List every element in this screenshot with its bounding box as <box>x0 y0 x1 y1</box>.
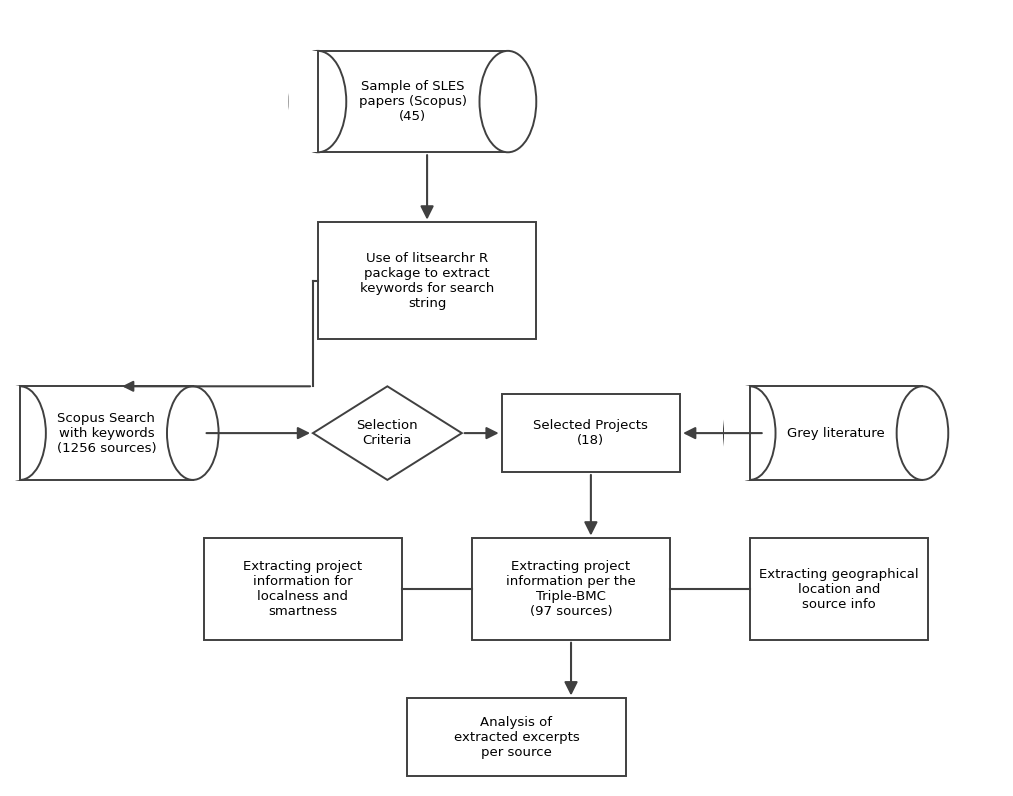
Text: Analysis of
extracted excerpts
per source: Analysis of extracted excerpts per sourc… <box>454 716 579 759</box>
Text: Use of litsearchr R
package to extract
keywords for search
string: Use of litsearchr R package to extract k… <box>360 252 494 310</box>
Bar <box>318 222 536 339</box>
Ellipse shape <box>479 51 536 152</box>
Bar <box>472 538 671 640</box>
Text: Selection
Criteria: Selection Criteria <box>357 419 418 447</box>
Bar <box>290 51 318 152</box>
Polygon shape <box>313 386 462 480</box>
Ellipse shape <box>290 51 346 152</box>
Ellipse shape <box>167 386 219 480</box>
Bar <box>0 386 20 480</box>
Text: Extracting geographical
location and
source info: Extracting geographical location and sou… <box>760 568 919 611</box>
Bar <box>750 538 928 640</box>
Bar <box>20 386 192 480</box>
Ellipse shape <box>724 386 776 480</box>
Text: Extracting project
information for
localness and
smartness: Extracting project information for local… <box>243 560 363 618</box>
Bar <box>318 51 508 152</box>
Text: Scopus Search
with keywords
(1256 sources): Scopus Search with keywords (1256 source… <box>57 412 156 455</box>
Text: Sample of SLES
papers (Scopus)
(45): Sample of SLES papers (Scopus) (45) <box>359 80 467 123</box>
Bar <box>501 394 681 472</box>
Ellipse shape <box>0 386 46 480</box>
Bar <box>407 698 626 776</box>
Bar <box>724 386 750 480</box>
Bar <box>204 538 402 640</box>
Ellipse shape <box>897 386 948 480</box>
Text: Extracting project
information per the
Triple-BMC
(97 sources): Extracting project information per the T… <box>506 560 636 618</box>
Text: Grey literature: Grey literature <box>787 427 885 439</box>
Text: Selected Projects
(18): Selected Projects (18) <box>534 419 648 447</box>
Bar <box>750 386 923 480</box>
